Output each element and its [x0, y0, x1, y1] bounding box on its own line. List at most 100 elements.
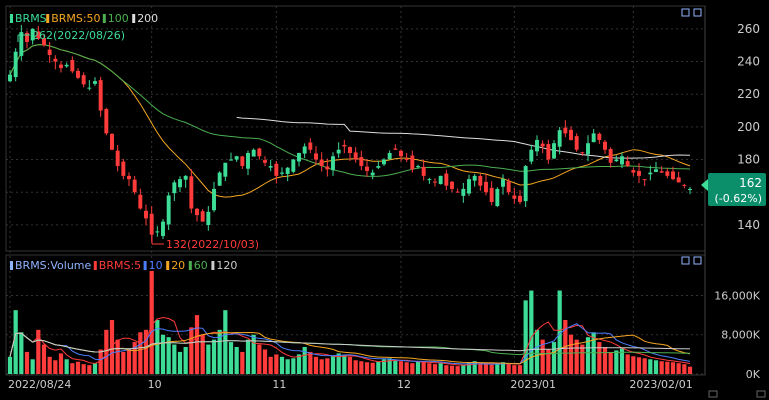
candle-body	[132, 179, 137, 193]
candle-body	[302, 146, 307, 154]
candle-body	[586, 143, 590, 155]
candle-body	[608, 149, 613, 163]
candle-body	[444, 173, 449, 186]
candle-body	[81, 75, 86, 85]
volume-bar	[58, 353, 64, 374]
candle-body	[484, 181, 488, 193]
volume-bar	[648, 359, 653, 374]
volume-bar	[614, 350, 619, 374]
volume-bar	[636, 357, 642, 374]
volume-bar	[245, 339, 251, 374]
volume-bar	[121, 351, 126, 374]
candle-body	[189, 176, 194, 209]
candle-body	[478, 175, 483, 186]
legend-swatch	[166, 261, 170, 270]
candle-body	[336, 149, 341, 154]
legend-label: 120	[216, 259, 237, 272]
volume-bar	[557, 290, 562, 374]
volume-bar	[70, 363, 75, 374]
volume-bar	[319, 359, 324, 374]
volume-bar	[143, 329, 149, 374]
candle-body	[540, 143, 545, 147]
price-tick-label: 140	[737, 218, 760, 232]
candle-body	[597, 133, 602, 140]
volume-bar	[461, 365, 466, 374]
candle-body	[144, 210, 148, 219]
candle-body	[308, 142, 313, 150]
candle-body	[149, 213, 154, 235]
legend-swatch	[211, 261, 215, 270]
volume-bar	[234, 347, 239, 374]
settings-icon[interactable]	[756, 390, 766, 398]
candle-body	[195, 208, 199, 216]
volume-bar	[47, 356, 52, 374]
volume-bar	[126, 349, 132, 374]
volume-bar	[330, 355, 336, 374]
candle-body	[512, 195, 517, 199]
legend-swatch	[132, 14, 136, 23]
price-pane-controls	[681, 8, 702, 17]
volume-bar	[551, 342, 557, 374]
candle-body	[47, 49, 52, 55]
volume-bar	[682, 364, 687, 374]
candle-body	[342, 144, 347, 147]
maximize-icon[interactable]	[681, 8, 690, 17]
volume-bar	[387, 358, 392, 374]
volume-bar	[602, 347, 608, 374]
close-icon[interactable]	[693, 8, 702, 17]
candle-body	[13, 51, 18, 78]
low-annotation-label: 132(2022/10/03)	[166, 238, 259, 251]
legend-swatch	[46, 14, 50, 23]
volume-bar	[177, 351, 183, 374]
volume-bar	[642, 358, 647, 374]
candle-body	[138, 194, 143, 209]
candle-body	[546, 144, 551, 160]
volume-bar	[81, 364, 86, 374]
volume-bar	[353, 360, 358, 374]
candle-body	[178, 179, 182, 188]
legend-swatch	[102, 14, 106, 23]
volume-bar	[393, 360, 398, 374]
volume-bar	[200, 334, 205, 374]
candle-body	[25, 33, 29, 42]
candle-body	[489, 187, 494, 202]
time-tick-label: 12	[397, 378, 411, 391]
low-annotation: 132(2022/10/03)	[151, 232, 259, 251]
volume-bar	[608, 351, 613, 374]
candle-body	[427, 179, 432, 181]
candle-body	[665, 171, 670, 176]
legend-swatch	[188, 261, 192, 270]
candle-body	[223, 162, 228, 177]
candle-body	[353, 152, 358, 160]
volume-bar	[404, 362, 409, 374]
volume-bar	[166, 337, 171, 374]
candle-body	[382, 159, 386, 165]
candle-body	[251, 149, 256, 157]
candle-body	[433, 181, 437, 183]
close-icon[interactable]	[693, 256, 702, 265]
candle-body	[229, 159, 233, 161]
volume-bar	[444, 365, 449, 374]
volume-bar	[19, 332, 24, 374]
legend-label: 100	[108, 12, 129, 25]
last-price-value: 162	[739, 176, 762, 190]
scroll-icon[interactable]	[708, 390, 718, 398]
ma100-line	[9, 44, 691, 177]
volume-bar	[92, 363, 98, 374]
candle-body	[682, 184, 687, 186]
maximize-icon[interactable]	[681, 256, 690, 265]
volume-bar	[540, 339, 545, 374]
volume-bar	[506, 364, 511, 374]
volume-bar	[665, 361, 670, 374]
volume-bar	[631, 356, 636, 374]
candle-body	[438, 175, 443, 185]
volume-bar	[410, 363, 415, 374]
candle-body	[393, 148, 398, 150]
candle-body	[200, 211, 205, 222]
candle-body	[359, 157, 364, 167]
volume-bar	[364, 362, 370, 374]
candle-body	[580, 152, 585, 154]
volume-bar	[568, 334, 574, 374]
candle-body	[387, 153, 392, 160]
volume-bar	[619, 348, 625, 374]
